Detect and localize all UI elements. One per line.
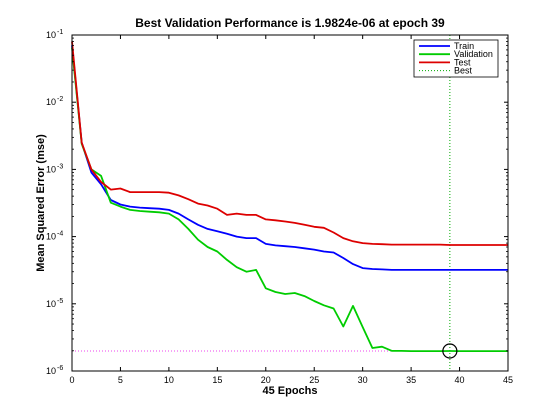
y-tick-exponent: -5: [57, 298, 63, 305]
y-tick-exponent: -6: [57, 365, 63, 372]
axes-box: [71, 34, 509, 372]
y-axis-label: Mean Squared Error (mse): [35, 134, 47, 272]
series-line-validation: [71, 47, 508, 353]
y-tick-label: 10: [46, 232, 56, 242]
y-tick-exponent: -1: [57, 29, 63, 36]
y-tick-exponent: -3: [57, 163, 63, 170]
y-tick-label: 10: [46, 366, 56, 376]
y-tick-exponent: -4: [57, 231, 63, 238]
x-tick-label: 45: [503, 375, 513, 385]
legend-label-train: Train: [454, 41, 474, 51]
y-tick-label: 10: [46, 30, 56, 40]
x-tick-label: 35: [406, 375, 416, 385]
y-tick-label: 10: [46, 164, 56, 174]
best-point-marker: [442, 343, 458, 359]
series-line-test: [71, 41, 508, 246]
series-line-train: [71, 45, 508, 271]
y-axis: 10-110-210-310-410-510-6: [46, 29, 508, 376]
x-tick-label: 10: [164, 375, 174, 385]
x-tick-label: 25: [309, 375, 319, 385]
x-tick-label: 20: [261, 375, 271, 385]
plot-area: [71, 35, 508, 371]
x-axis-label: 45 Epochs: [262, 385, 317, 397]
x-tick-label: 5: [118, 375, 123, 385]
legend-label-test: Test: [454, 57, 471, 67]
y-tick-exponent: -2: [57, 96, 63, 103]
y-tick-label: 10: [46, 299, 56, 309]
x-tick-label: 15: [212, 375, 222, 385]
x-tick-label: 40: [455, 375, 465, 385]
x-tick-label: 0: [69, 375, 74, 385]
x-tick-label: 30: [358, 375, 368, 385]
y-tick-label: 10: [46, 97, 56, 107]
chart-title: Best Validation Performance is 1.9824e-0…: [135, 16, 445, 30]
legend-label-validation: Validation: [454, 49, 493, 59]
legend-label-best: Best: [454, 66, 473, 76]
